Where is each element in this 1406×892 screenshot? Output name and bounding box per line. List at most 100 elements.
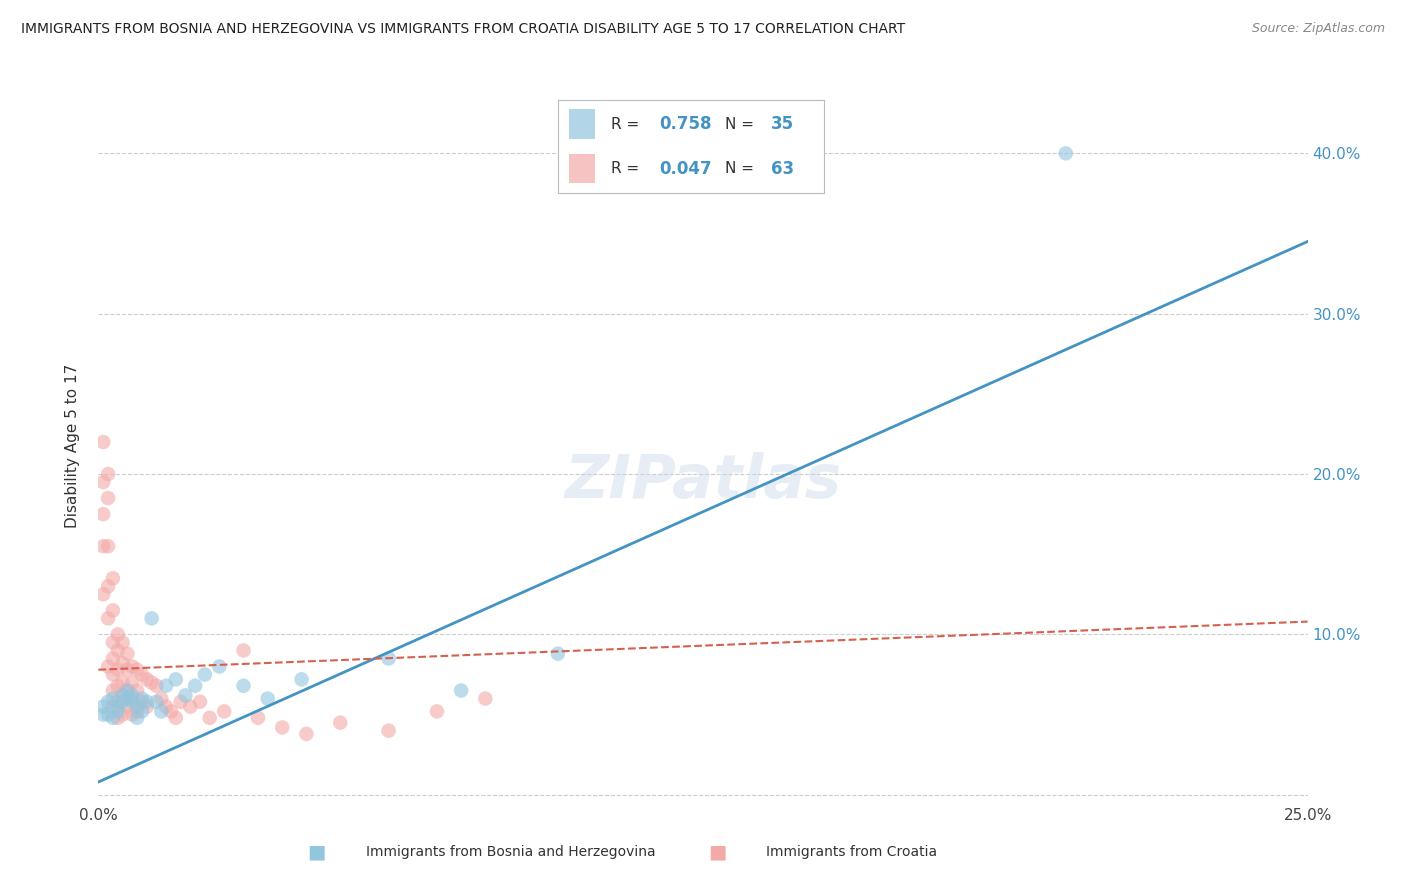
Point [101, 571, 124, 585]
Point [107, 699, 129, 714]
Point [450, 683, 472, 698]
Point [155, 699, 177, 714]
Point [127, 699, 149, 714]
Point [131, 695, 153, 709]
Point [150, 705, 173, 719]
Point [121, 707, 143, 722]
Point [426, 705, 449, 719]
Point [107, 711, 129, 725]
Point [111, 657, 134, 671]
Point [212, 705, 235, 719]
Point [101, 667, 124, 681]
Point [131, 667, 153, 681]
Point [295, 727, 318, 741]
Point [377, 651, 399, 665]
Point [101, 683, 124, 698]
Point [101, 651, 124, 665]
Point [247, 711, 270, 725]
Point [194, 667, 217, 681]
Point [107, 663, 129, 677]
Point [117, 683, 139, 698]
Point [91, 587, 114, 601]
Point [97, 659, 120, 673]
Point [107, 705, 129, 719]
Point [111, 707, 134, 722]
Point [117, 647, 139, 661]
Point [91, 507, 114, 521]
Point [101, 711, 124, 725]
Point [97, 539, 120, 553]
Point [107, 679, 129, 693]
Y-axis label: Disability Age 5 to 17: Disability Age 5 to 17 [65, 364, 80, 528]
Point [111, 675, 134, 690]
Point [127, 711, 149, 725]
Point [91, 539, 114, 553]
Point [232, 679, 254, 693]
Point [188, 695, 211, 709]
Point [101, 699, 124, 714]
Point [179, 699, 201, 714]
Point [184, 679, 207, 693]
Point [329, 715, 352, 730]
Point [91, 707, 114, 722]
Point [135, 673, 157, 687]
Point [290, 673, 312, 687]
Point [97, 611, 120, 625]
Text: ZIPatlas: ZIPatlas [564, 452, 842, 511]
Point [107, 627, 129, 641]
Point [97, 579, 120, 593]
Point [165, 673, 187, 687]
Point [121, 691, 143, 706]
Point [91, 435, 114, 450]
Point [474, 691, 496, 706]
Point [97, 695, 120, 709]
Point [117, 683, 139, 698]
Point [165, 711, 187, 725]
Point [107, 695, 129, 709]
Point [97, 467, 120, 481]
Text: IMMIGRANTS FROM BOSNIA AND HERZEGOVINA VS IMMIGRANTS FROM CROATIA DISABILITY AGE: IMMIGRANTS FROM BOSNIA AND HERZEGOVINA V… [21, 22, 905, 37]
Point [160, 705, 183, 719]
Point [155, 679, 177, 693]
Point [145, 679, 167, 693]
Point [377, 723, 399, 738]
Point [271, 721, 294, 735]
Point [232, 643, 254, 657]
Point [127, 663, 149, 677]
Point [127, 683, 149, 698]
Point [256, 691, 278, 706]
Text: Source: ZipAtlas.com: Source: ZipAtlas.com [1251, 22, 1385, 36]
Point [117, 699, 139, 714]
Point [91, 475, 114, 489]
Point [135, 695, 157, 709]
Point [101, 635, 124, 649]
Point [141, 675, 163, 690]
Point [97, 491, 120, 505]
Point [117, 663, 139, 677]
Point [97, 707, 120, 722]
Text: Immigrants from Bosnia and Herzegovina: Immigrants from Bosnia and Herzegovina [366, 845, 655, 859]
Point [169, 695, 191, 709]
Point [111, 635, 134, 649]
Point [131, 691, 153, 706]
Point [121, 675, 143, 690]
Point [91, 699, 114, 714]
Point [131, 705, 153, 719]
Point [127, 705, 149, 719]
Point [107, 643, 129, 657]
Point [121, 659, 143, 673]
Point [141, 611, 163, 625]
Point [111, 689, 134, 703]
Point [547, 647, 569, 661]
Point [150, 691, 173, 706]
Text: ■: ■ [307, 842, 326, 862]
Point [111, 695, 134, 709]
Point [208, 659, 231, 673]
Point [111, 689, 134, 703]
Point [121, 695, 143, 709]
Point [121, 689, 143, 703]
Point [1054, 146, 1077, 161]
Text: ■: ■ [707, 842, 727, 862]
Point [117, 691, 139, 706]
Text: Immigrants from Croatia: Immigrants from Croatia [766, 845, 938, 859]
